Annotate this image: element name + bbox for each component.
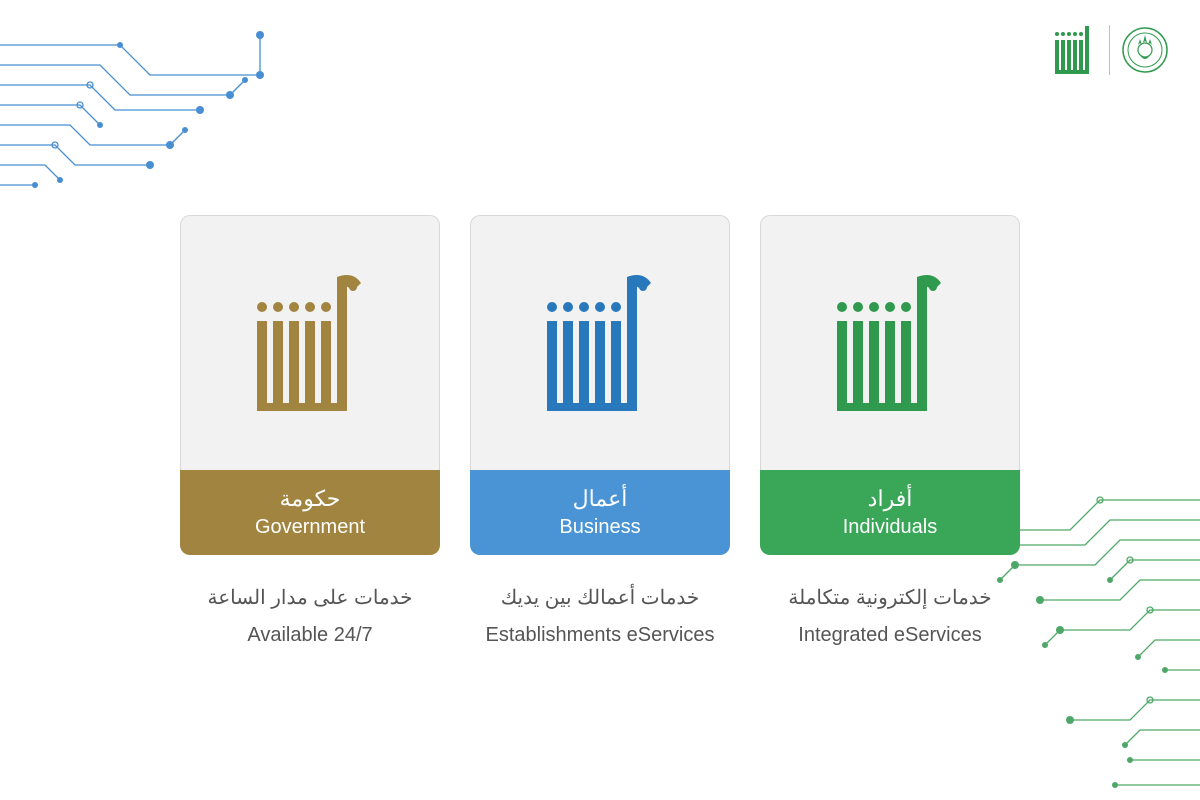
card-title-en: Business: [559, 516, 640, 539]
card-description: خدمات أعمالك بين يديك Establishments eSe…: [486, 585, 715, 647]
card-top: [470, 215, 730, 470]
card-desc-en: Establishments eServices: [486, 624, 715, 647]
card-title-ar: حكومة: [280, 486, 341, 512]
card-top: [760, 215, 1020, 470]
card-title-en: Individuals: [843, 516, 938, 539]
header: [1049, 20, 1170, 80]
card-individuals[interactable]: أفراد Individuals خدمات إلكترونية متكامل…: [760, 215, 1020, 647]
card-government[interactable]: حكومة Government خدمات على مدار الساعة A…: [180, 215, 440, 647]
card-description: خدمات إلكترونية متكاملة Integrated eServ…: [788, 585, 991, 647]
card-desc-en: Available 24/7: [207, 624, 412, 647]
absher-logo-business-icon: [535, 263, 665, 423]
emblem-icon: [1120, 25, 1170, 75]
service-cards: حكومة Government خدمات على مدار الساعة A…: [180, 215, 1020, 647]
card-desc-ar: خدمات على مدار الساعة: [207, 585, 412, 610]
card-bottom: حكومة Government: [180, 470, 440, 555]
card-bottom: أفراد Individuals: [760, 470, 1020, 555]
card-title-ar: أفراد: [868, 486, 913, 512]
absher-logo-government-icon: [245, 263, 375, 423]
header-divider: [1109, 25, 1110, 75]
card-description: خدمات على مدار الساعة Available 24/7: [207, 585, 412, 647]
card-top: [180, 215, 440, 470]
card-desc-ar: خدمات أعمالك بين يديك: [486, 585, 715, 610]
card-bottom: أعمال Business: [470, 470, 730, 555]
card-business[interactable]: أعمال Business خدمات أعمالك بين يديك Est…: [470, 215, 730, 647]
absher-logo-icon: [1049, 20, 1099, 80]
card-title-en: Government: [255, 516, 365, 539]
card-desc-ar: خدمات إلكترونية متكاملة: [788, 585, 991, 610]
absher-logo-individuals-icon: [825, 263, 955, 423]
card-desc-en: Integrated eServices: [788, 624, 991, 647]
card-title-ar: أعمال: [573, 486, 628, 512]
